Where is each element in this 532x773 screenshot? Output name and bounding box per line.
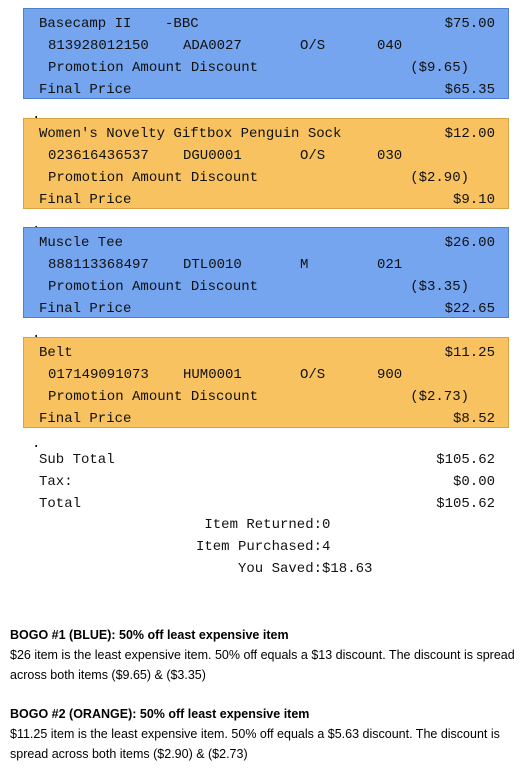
item-box — [23, 227, 509, 318]
note-text: $11.25 item is the least expensive item.… — [10, 727, 500, 761]
note-heading: BOGO #2 (ORANGE): 50% off least expensiv… — [10, 707, 310, 721]
separator: . — [32, 216, 41, 233]
item-upc: 017149091073 — [48, 366, 149, 383]
item-name: Belt — [39, 344, 73, 361]
summary-label: Item Purchased: — [195, 539, 322, 555]
item-sku: ADA0027 — [183, 38, 242, 54]
item-upc: 813928012150 — [48, 38, 149, 54]
bogo-note: BOGO #2 (ORANGE): 50% off least expensiv… — [10, 704, 525, 764]
item-box — [23, 117, 509, 209]
item-price: $12.00 — [444, 125, 495, 142]
item-name: Muscle Tee — [39, 235, 124, 251]
total-value: $105.62 — [436, 452, 495, 468]
final-label: Final Price — [39, 82, 132, 98]
item-size: O/S — [300, 366, 326, 383]
item-price: $26.00 — [444, 235, 495, 251]
item-name: Basecamp II -BBC — [39, 16, 199, 32]
total-value: $105.62 — [436, 496, 495, 512]
final-label: Final Price — [39, 410, 132, 427]
discount: ($2.90) — [410, 169, 469, 186]
summary-label: You Saved: — [237, 561, 322, 577]
item-dept: 030 — [377, 147, 403, 164]
final-label: Final Price — [39, 191, 132, 208]
separator: . — [32, 435, 41, 452]
item-sku: DTL0010 — [183, 257, 242, 273]
promo-label: Promotion Amount Discount — [48, 388, 259, 405]
item-name: Women's Novelty Giftbox Penguin Sock — [39, 125, 342, 142]
promo-label: Promotion Amount Discount — [48, 169, 259, 186]
item-box — [23, 8, 509, 99]
item-box — [23, 336, 509, 428]
separator: . — [32, 107, 41, 123]
promo-label: Promotion Amount Discount — [48, 60, 259, 76]
total-label: Tax: — [39, 474, 73, 490]
discount: ($3.35) — [410, 279, 469, 295]
item-size: O/S — [300, 147, 326, 164]
final-price: $8.52 — [452, 410, 495, 427]
total-label: Total — [39, 496, 82, 512]
item-size: M — [300, 257, 309, 273]
summary-label: Item Returned: — [204, 517, 322, 533]
item-sku: DGU0001 — [183, 147, 242, 164]
discount: ($2.73) — [410, 388, 469, 405]
summary-value: 0 — [322, 517, 331, 533]
bogo-note: BOGO #1 (BLUE): 50% off least expensive … — [10, 625, 525, 685]
final-price: $65.35 — [444, 82, 495, 98]
note-text: $26 item is the least expensive item. 50… — [10, 648, 515, 682]
final-label: Final Price — [39, 301, 132, 317]
item-sku: HUM0001 — [183, 366, 242, 383]
final-price: $22.65 — [444, 301, 495, 317]
item-upc: 888113368497 — [48, 257, 149, 273]
summary-value: 4 — [322, 539, 331, 555]
discount: ($9.65) — [410, 60, 469, 76]
total-label: Sub Total — [39, 452, 115, 468]
total-value: $0.00 — [452, 474, 495, 490]
promo-label: Promotion Amount Discount — [48, 279, 259, 295]
item-price: $11.25 — [444, 344, 495, 361]
item-upc: 023616436537 — [48, 147, 149, 164]
item-price: $75.00 — [444, 16, 495, 32]
separator: . — [32, 326, 41, 342]
final-price: $9.10 — [452, 191, 495, 208]
item-size: O/S — [300, 38, 326, 54]
note-heading: BOGO #1 (BLUE): 50% off least expensive … — [10, 628, 289, 642]
item-dept: 900 — [377, 366, 403, 383]
item-dept: 040 — [377, 38, 403, 54]
item-dept: 021 — [377, 257, 403, 273]
summary-value: $18.63 — [322, 561, 373, 577]
